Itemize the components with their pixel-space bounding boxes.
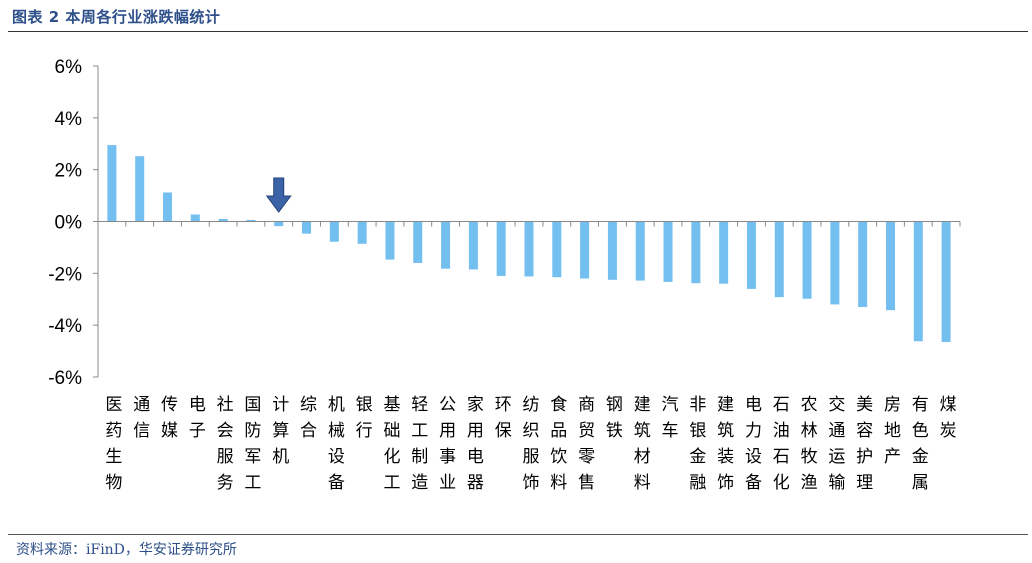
x-category-label: 有色金属 — [912, 395, 929, 493]
x-category-label: 纺织服饰 — [523, 395, 540, 493]
x-category-label: 交通运输 — [828, 395, 845, 493]
x-category-label: 机械设备 — [328, 395, 345, 493]
bar — [246, 219, 256, 222]
x-category-label: 公用事业 — [439, 395, 456, 493]
x-category-label: 钢铁 — [606, 395, 623, 441]
bar — [719, 221, 729, 284]
x-category-label: 商贸零售 — [578, 395, 595, 493]
x-category-label: 国防军工 — [244, 395, 261, 493]
x-category-label: 非银金融 — [689, 395, 706, 493]
bar — [663, 221, 673, 282]
x-category-label: 房地产 — [884, 395, 901, 467]
x-category-label: 综合 — [300, 395, 317, 441]
bar — [496, 221, 506, 276]
bar — [580, 221, 590, 279]
y-tick-label: -4% — [48, 316, 82, 337]
bar — [107, 145, 117, 222]
bar — [190, 214, 200, 222]
bars — [107, 145, 951, 343]
y-tick-label: -2% — [48, 264, 82, 285]
x-category-label: 传媒 — [161, 395, 178, 441]
bar — [552, 221, 562, 278]
x-category-label: 建筑装饰 — [717, 395, 734, 493]
x-category-label: 食品饮料 — [550, 395, 567, 493]
bar — [302, 221, 312, 234]
x-axis — [97, 221, 961, 227]
y-tick-label: 2% — [55, 161, 83, 182]
x-category-label: 医药生物 — [105, 395, 122, 493]
bar — [746, 221, 756, 289]
bar — [607, 221, 617, 280]
x-category-label: 环保 — [495, 395, 512, 441]
x-category-label: 基础化工 — [383, 395, 400, 493]
y-tick-label: 0% — [55, 213, 83, 234]
bar — [163, 192, 173, 222]
y-tick-label: 6% — [55, 57, 83, 78]
bar — [830, 221, 840, 305]
x-category-label: 石油石化 — [773, 395, 790, 493]
source-note: 资料来源：iFinD，华安证券研究所 — [16, 542, 237, 558]
bar — [691, 221, 701, 284]
x-category-label: 轻工制造 — [411, 395, 428, 493]
bar — [885, 221, 895, 311]
x-category-label: 农林牧渔 — [801, 395, 818, 493]
bar — [802, 221, 812, 299]
bar — [441, 221, 451, 269]
bar — [385, 221, 395, 260]
x-category-label: 银行 — [356, 395, 373, 441]
bar — [274, 221, 284, 227]
bottom-divider — [8, 534, 1028, 535]
highlight-arrow-icon — [265, 177, 292, 213]
x-category-label: 建筑材料 — [634, 395, 651, 493]
bar — [524, 221, 534, 277]
bar — [858, 221, 868, 308]
bar — [941, 221, 951, 343]
y-tick-label: -6% — [48, 368, 82, 389]
down-arrow-icon — [265, 177, 292, 213]
x-category-labels: 医药生物通信传媒电子社会服务国防军工计算机综合机械设备银行基础化工轻工制造公用事… — [105, 395, 956, 493]
bar — [468, 221, 478, 270]
bar — [357, 221, 367, 244]
bar — [774, 221, 784, 298]
x-category-label: 汽车 — [662, 395, 679, 441]
x-category-label: 通信 — [133, 395, 150, 441]
bar — [218, 218, 228, 222]
bar — [913, 221, 923, 342]
x-category-label: 煤炭 — [940, 395, 957, 441]
bar — [329, 221, 339, 242]
x-category-label: 社会服务 — [217, 395, 234, 493]
bar — [635, 221, 645, 281]
bar — [413, 221, 423, 263]
chart-title: 图表 2 本周各行业涨跌幅统计 — [12, 8, 221, 26]
bar-chart: 6% 4% 2% 0% -2% -4% -6% 医药生物通信传媒电子社会服务国防军工计算机综… — [48, 57, 961, 493]
y-axis: 6% 4% 2% 0% -2% -4% -6% — [48, 57, 99, 389]
top-divider — [8, 31, 1028, 32]
y-tick-label: 4% — [55, 109, 83, 130]
x-category-label: 计算机 — [272, 395, 289, 467]
x-category-label: 美容护理 — [856, 395, 873, 493]
bar — [135, 156, 145, 222]
x-category-label: 家用电器 — [467, 395, 484, 493]
x-category-label: 电子 — [189, 395, 206, 441]
x-category-label: 电力设备 — [745, 395, 762, 493]
